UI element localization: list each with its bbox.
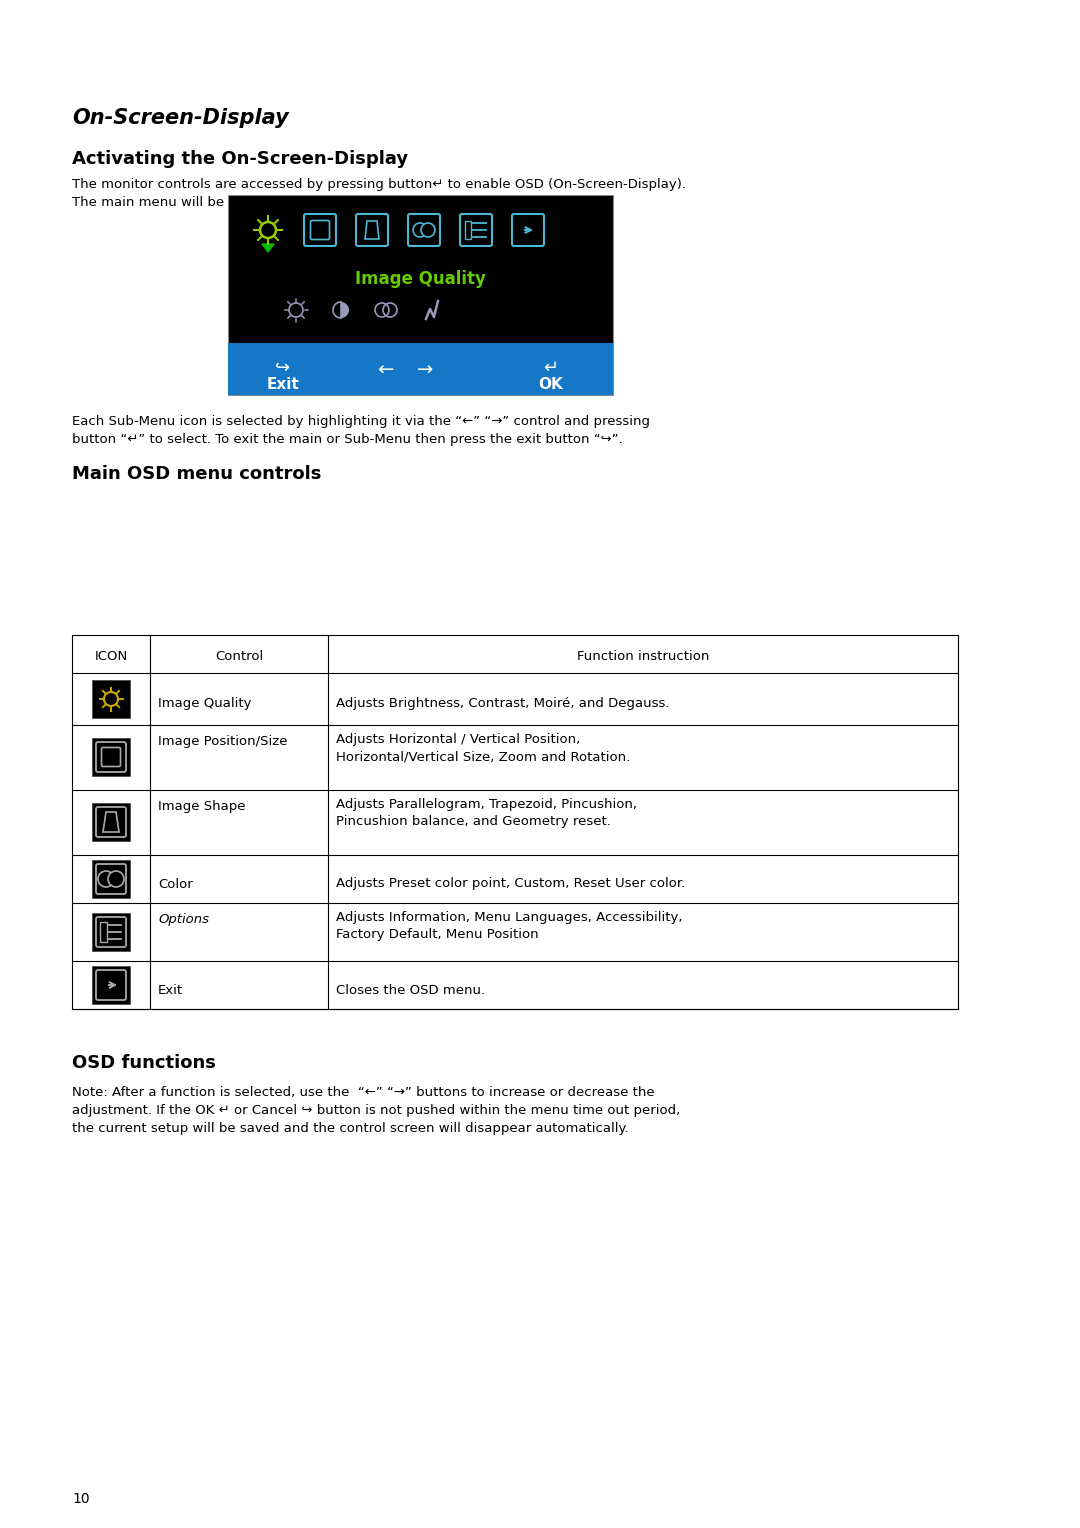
- Text: Adjusts Preset color point, Custom, Reset User color.: Adjusts Preset color point, Custom, Rese…: [336, 877, 685, 891]
- Text: Function instruction: Function instruction: [577, 649, 710, 663]
- FancyBboxPatch shape: [96, 807, 126, 837]
- FancyBboxPatch shape: [460, 214, 492, 246]
- Text: →: →: [417, 361, 433, 380]
- Bar: [72, 636, 958, 1008]
- Bar: [228, 196, 613, 396]
- Text: Activating the On-Screen-Display: Activating the On-Screen-Display: [72, 150, 408, 168]
- Text: Image Quality: Image Quality: [158, 697, 252, 711]
- FancyBboxPatch shape: [311, 220, 329, 240]
- Text: Control: Control: [215, 649, 264, 663]
- Bar: [92, 680, 130, 718]
- Text: Horizontal/Vertical Size, Zoom and Rotation.: Horizontal/Vertical Size, Zoom and Rotat…: [336, 750, 631, 762]
- FancyBboxPatch shape: [96, 970, 126, 999]
- Text: OK: OK: [539, 377, 564, 393]
- Text: the current setup will be saved and the control screen will disappear automatica: the current setup will be saved and the …: [72, 1122, 629, 1135]
- FancyBboxPatch shape: [303, 214, 336, 246]
- FancyBboxPatch shape: [408, 214, 440, 246]
- FancyBboxPatch shape: [102, 747, 121, 767]
- Text: The monitor controls are accessed by pressing button↵ to enable OSD (On-Screen-D: The monitor controls are accessed by pre…: [72, 177, 686, 191]
- Circle shape: [98, 871, 114, 886]
- Text: Color: Color: [158, 877, 192, 891]
- Text: Exit: Exit: [158, 984, 184, 996]
- Text: ↵: ↵: [543, 359, 558, 377]
- Circle shape: [421, 223, 435, 237]
- Text: OSD functions: OSD functions: [72, 1054, 216, 1073]
- Text: 10: 10: [72, 1491, 90, 1507]
- Bar: [92, 738, 130, 776]
- Text: The main menu will be displayed as follows.: The main menu will be displayed as follo…: [72, 196, 366, 209]
- Text: Factory Default, Menu Position: Factory Default, Menu Position: [336, 927, 539, 941]
- Text: Options: Options: [158, 914, 210, 926]
- Text: ↪: ↪: [275, 359, 291, 377]
- Text: On-Screen-Display: On-Screen-Display: [72, 108, 288, 128]
- FancyBboxPatch shape: [356, 214, 388, 246]
- Polygon shape: [341, 303, 349, 318]
- Text: ←: ←: [377, 361, 393, 380]
- Bar: [92, 914, 130, 950]
- Bar: [92, 966, 130, 1004]
- FancyBboxPatch shape: [512, 214, 544, 246]
- Text: Note: After a function is selected, use the  “←” “→” buttons to increase or decr: Note: After a function is selected, use …: [72, 1086, 654, 1099]
- Text: Adjusts Parallelogram, Trapezoid, Pincushion,: Adjusts Parallelogram, Trapezoid, Pincus…: [336, 798, 637, 811]
- FancyBboxPatch shape: [96, 863, 126, 894]
- Bar: [92, 804, 130, 840]
- Bar: [100, 921, 107, 941]
- Text: Adjusts Information, Menu Languages, Accessibility,: Adjusts Information, Menu Languages, Acc…: [336, 911, 683, 924]
- Text: Closes the OSD menu.: Closes the OSD menu.: [336, 984, 485, 996]
- Polygon shape: [262, 244, 274, 252]
- Bar: [228, 342, 613, 396]
- Text: Pincushion balance, and Geometry reset.: Pincushion balance, and Geometry reset.: [336, 814, 611, 828]
- Circle shape: [108, 871, 124, 886]
- Text: button “↵” to select. To exit the main or Sub-Menu then press the exit button “↪: button “↵” to select. To exit the main o…: [72, 432, 623, 446]
- Text: adjustment. If the OK ↵ or Cancel ↪ button is not pushed within the menu time ou: adjustment. If the OK ↵ or Cancel ↪ butt…: [72, 1105, 680, 1117]
- Text: Each Sub-Menu icon is selected by highlighting it via the “←” “→” control and pr: Each Sub-Menu icon is selected by highli…: [72, 416, 650, 428]
- Text: Image Quality: Image Quality: [354, 270, 485, 287]
- Text: ICON: ICON: [94, 649, 127, 663]
- Polygon shape: [365, 222, 379, 238]
- Text: Image Position/Size: Image Position/Size: [158, 735, 287, 749]
- Text: Adjusts Horizontal / Vertical Position,: Adjusts Horizontal / Vertical Position,: [336, 733, 580, 746]
- Circle shape: [413, 223, 427, 237]
- Polygon shape: [103, 811, 119, 833]
- Bar: [92, 860, 130, 898]
- Text: Adjusts Brightness, Contrast, Moiré, and Degauss.: Adjusts Brightness, Contrast, Moiré, and…: [336, 697, 670, 711]
- FancyBboxPatch shape: [96, 917, 126, 947]
- Text: Exit: Exit: [267, 377, 299, 393]
- FancyBboxPatch shape: [96, 743, 126, 772]
- Text: Main OSD menu controls: Main OSD menu controls: [72, 465, 322, 483]
- Bar: [465, 222, 471, 238]
- Text: Image Shape: Image Shape: [158, 801, 245, 813]
